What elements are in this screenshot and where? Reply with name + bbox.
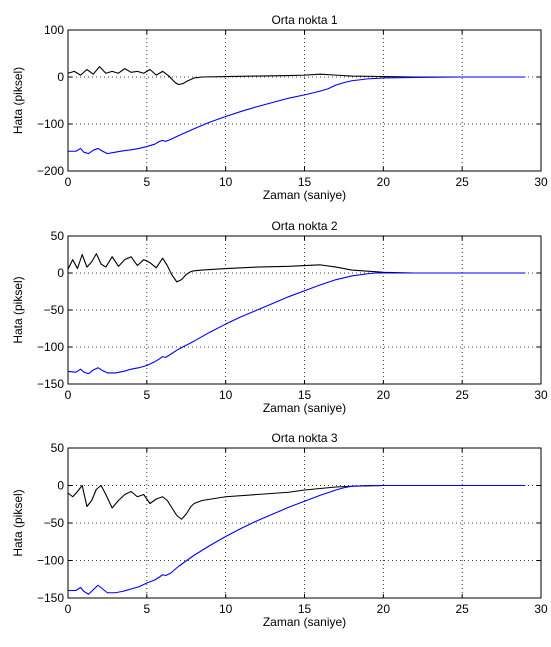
series-line-2 [68, 76, 526, 155]
x-tick-label: 10 [219, 602, 233, 616]
y-tick-label: 100 [44, 23, 64, 37]
x-axis-label: Zaman (saniye) [263, 401, 346, 415]
y-tick-label: −100 [37, 554, 64, 568]
x-tick-label: 20 [377, 175, 391, 189]
chart-title: Orta nokta 2 [271, 219, 337, 233]
series-line-2 [67, 272, 526, 375]
x-tick-label: 30 [534, 388, 548, 402]
x-tick-label: 5 [143, 388, 150, 402]
x-tick-label: 30 [534, 602, 548, 616]
x-tick-label: 15 [298, 602, 312, 616]
y-tick-label: 0 [57, 266, 64, 280]
y-axis-label: Hata (piksel) [11, 276, 25, 343]
y-axis-label: Hata (piksel) [11, 489, 25, 556]
x-tick-label: 0 [65, 388, 72, 402]
y-tick-label: 0 [57, 70, 64, 84]
x-axis-label: Zaman (saniye) [263, 615, 346, 629]
y-tick-label: −150 [37, 377, 64, 391]
series-line-1 [67, 484, 526, 520]
y-axis-label: Hata (piksel) [11, 67, 25, 134]
y-tick-label: −50 [44, 303, 65, 317]
y-tick-label: −200 [37, 164, 64, 178]
series-line-2 [68, 484, 526, 595]
x-tick-label: 15 [298, 175, 312, 189]
y-tick-label: −100 [37, 117, 64, 131]
x-axis-label: Zaman (saniye) [263, 188, 346, 202]
x-tick-label: 25 [455, 602, 469, 616]
chart-1: 0 5 10 15 20 25 30 −200 −100 0 100 Orta nokta 1 Zama… [11, 13, 548, 202]
y-tick-label: −50 [44, 516, 65, 530]
x-tick-label: 25 [455, 388, 469, 402]
series-line-1 [67, 253, 526, 283]
x-tick-label: 0 [65, 175, 72, 189]
series-line-1 [67, 66, 526, 86]
y-tick-label: 50 [51, 229, 65, 243]
x-tick-label: 10 [219, 175, 233, 189]
x-tick-label: 0 [65, 602, 72, 616]
x-tick-label: 30 [534, 175, 548, 189]
y-tick-label: −100 [37, 340, 64, 354]
y-tick-label: −150 [37, 591, 64, 605]
chart-title: Orta nokta 1 [271, 13, 337, 27]
axes-box [67, 29, 542, 172]
chart-title: Orta nokta 3 [271, 431, 337, 445]
x-tick-label: 20 [377, 388, 391, 402]
x-tick-label: 5 [143, 175, 150, 189]
y-tick-label: 50 [51, 441, 65, 455]
x-tick-label: 5 [143, 602, 150, 616]
x-tick-label: 10 [219, 388, 233, 402]
x-tick-label: 25 [455, 175, 469, 189]
y-tick-label: 0 [57, 479, 64, 493]
chart-3: 0 5 10 15 20 25 30 −150 −100 −50 0 50 Orta nokta 3 Za… [11, 431, 548, 629]
chart-2: 0 5 10 15 20 25 30 −150 −100 −50 0 50 Orta nokta 2 Za… [11, 219, 548, 415]
x-tick-label: 15 [298, 388, 312, 402]
x-tick-label: 20 [377, 602, 391, 616]
